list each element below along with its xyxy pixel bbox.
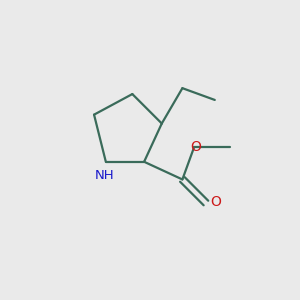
Text: O: O: [190, 140, 201, 154]
Text: O: O: [210, 194, 221, 208]
Text: NH: NH: [94, 169, 114, 182]
